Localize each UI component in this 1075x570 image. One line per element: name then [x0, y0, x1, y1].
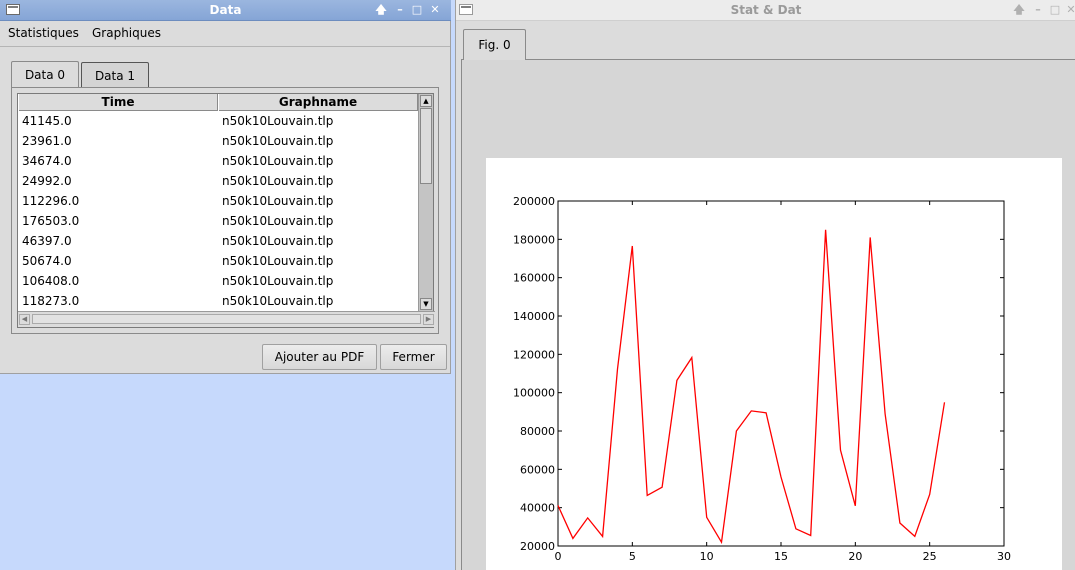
table-row[interactable]: 118273.0 n50k10Louvain.tlp — [18, 291, 418, 311]
cell-graphname: n50k10Louvain.tlp — [222, 214, 334, 228]
table-row[interactable]: 41145.0 n50k10Louvain.tlp — [18, 111, 418, 131]
cell-graphname: n50k10Louvain.tlp — [222, 194, 334, 208]
minimize-icon[interactable]: – — [1035, 3, 1041, 16]
scroll-right-icon[interactable]: ▶ — [423, 314, 434, 325]
minimize-icon[interactable]: – — [397, 3, 403, 16]
y-tick-label: 160000 — [513, 272, 555, 285]
cell-time: 106408.0 — [22, 274, 80, 288]
window-menu-icon[interactable] — [6, 4, 20, 15]
y-tick-label: 20000 — [520, 540, 555, 553]
cell-time: 24992.0 — [22, 174, 72, 188]
scroll-up-icon[interactable]: ▲ — [420, 95, 432, 107]
scroll-thumb[interactable] — [420, 108, 432, 184]
add-to-pdf-button[interactable]: Ajouter au PDF — [262, 344, 377, 370]
close-icon[interactable]: ✕ — [1066, 3, 1075, 16]
scroll-down-icon[interactable]: ▼ — [420, 298, 432, 310]
x-tick-label: 10 — [700, 550, 714, 563]
tab-data-1[interactable]: Data 1 — [81, 62, 149, 88]
horizontal-scrollbar[interactable]: ◀ ▶ — [18, 311, 435, 327]
cell-time: 112296.0 — [22, 194, 80, 208]
table-row[interactable]: 112296.0 n50k10Louvain.tlp — [18, 191, 418, 211]
x-tick-label: 5 — [629, 550, 636, 563]
y-tick-label: 140000 — [513, 310, 555, 323]
column-header-graphname[interactable]: Graphname — [218, 94, 418, 111]
y-tick-label: 80000 — [520, 425, 555, 438]
cell-time: 41145.0 — [22, 114, 72, 128]
line-chart: 0 5 10 15 20 25 30 20000 40000 60000 80000 100000 12… — [513, 195, 1011, 563]
y-tick-label: 100000 — [513, 387, 555, 400]
stat-window-titlebar[interactable]: Stat & Dat 🡅 – □ ✕ — [456, 0, 1075, 21]
close-icon[interactable]: ✕ — [430, 3, 440, 16]
cell-graphname: n50k10Louvain.tlp — [222, 174, 334, 188]
menu-statistiques[interactable]: Statistiques — [8, 26, 79, 40]
cell-time: 118273.0 — [22, 294, 80, 308]
x-tick-label: 20 — [848, 550, 862, 563]
y-tick-label: 60000 — [520, 463, 555, 476]
table-row[interactable]: 24992.0 n50k10Louvain.tlp — [18, 171, 418, 191]
y-tick-label: 40000 — [520, 502, 555, 515]
close-button[interactable]: Fermer — [380, 344, 447, 370]
cell-graphname: n50k10Louvain.tlp — [222, 234, 334, 248]
y-tick-label: 200000 — [513, 195, 555, 208]
cell-time: 23961.0 — [22, 134, 72, 148]
cell-time: 46397.0 — [22, 234, 72, 248]
menu-graphiques[interactable]: Graphiques — [92, 26, 161, 40]
maximize-icon[interactable]: □ — [1049, 3, 1061, 16]
stat-window: Stat & Dat 🡅 – □ ✕ Fig. 0 0 5 10 15 20 25 30 20… — [455, 0, 1075, 570]
y-tick-label: 120000 — [513, 348, 555, 361]
x-tick-label: 15 — [774, 550, 788, 563]
window-menu-icon[interactable] — [459, 4, 473, 15]
table-row[interactable]: 46397.0 n50k10Louvain.tlp — [18, 231, 418, 251]
table-row[interactable]: 176503.0 n50k10Louvain.tlp — [18, 211, 418, 231]
tab-data-0[interactable]: Data 0 — [11, 61, 79, 88]
keep-above-icon[interactable]: 🡅 — [375, 3, 387, 16]
cell-graphname: n50k10Louvain.tlp — [222, 254, 334, 268]
tab-fig-0[interactable]: Fig. 0 — [463, 29, 526, 60]
data-window-titlebar[interactable]: Data 🡅 – □ ✕ — [0, 0, 451, 21]
scroll-left-icon[interactable]: ◀ — [19, 314, 30, 325]
table-row[interactable]: 106408.0 n50k10Louvain.tlp — [18, 271, 418, 291]
figure-canvas: 0 5 10 15 20 25 30 20000 40000 60000 80000 100000 12… — [486, 158, 1062, 570]
table-body: 41145.0 n50k10Louvain.tlp 23961.0 n50k10Lou… — [18, 111, 418, 311]
table-header: Time Graphname — [18, 94, 418, 111]
cell-graphname: n50k10Louvain.tlp — [222, 134, 334, 148]
cell-time: 176503.0 — [22, 214, 80, 228]
figure-panel: 0 5 10 15 20 25 30 20000 40000 60000 80000 100000 12… — [461, 59, 1075, 570]
cell-graphname: n50k10Louvain.tlp — [222, 274, 334, 288]
column-header-time[interactable]: Time — [18, 94, 218, 111]
data-table: Time Graphname 41145.0 n50k10Louvain.tlp 2… — [17, 93, 435, 328]
table-row[interactable]: 23961.0 n50k10Louvain.tlp — [18, 131, 418, 151]
x-tick-label: 0 — [555, 550, 562, 563]
cell-graphname: n50k10Louvain.tlp — [222, 154, 334, 168]
table-row[interactable]: 34674.0 n50k10Louvain.tlp — [18, 151, 418, 171]
data-window: Data 🡅 – □ ✕ Statistiques Graphiques Dat… — [0, 0, 451, 374]
data-window-title: Data — [209, 3, 242, 17]
y-tick-label: 180000 — [513, 233, 555, 246]
plot-frame — [557, 200, 1005, 547]
cell-graphname: n50k10Louvain.tlp — [222, 294, 334, 308]
maximize-icon[interactable]: □ — [411, 3, 423, 16]
data-tab-panel: Time Graphname 41145.0 n50k10Louvain.tlp 2… — [11, 87, 439, 334]
series-line-0 — [557, 229, 946, 545]
vertical-scrollbar[interactable]: ▲ ▼ — [418, 94, 433, 311]
x-tick-label: 25 — [923, 550, 937, 563]
stat-window-title: Stat & Dat — [730, 3, 802, 17]
horizontal-scroll-track[interactable] — [32, 314, 421, 324]
menubar: Statistiques Graphiques — [0, 21, 450, 47]
table-row[interactable]: 50674.0 n50k10Louvain.tlp — [18, 251, 418, 271]
cell-time: 50674.0 — [22, 254, 72, 268]
x-tick-label: 30 — [997, 550, 1011, 563]
keep-above-icon[interactable]: 🡅 — [1013, 3, 1025, 16]
cell-time: 34674.0 — [22, 154, 72, 168]
cell-graphname: n50k10Louvain.tlp — [222, 114, 334, 128]
